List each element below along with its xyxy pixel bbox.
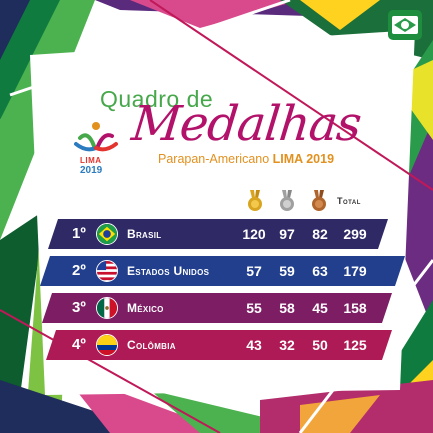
row-rank: 2º — [72, 262, 86, 279]
row-total: 179 — [343, 263, 367, 279]
row-country: Estados Unidos — [127, 264, 210, 278]
bronze-medal-icon — [312, 190, 326, 211]
row-rank: 3º — [72, 299, 86, 316]
row-rank: 4º — [72, 336, 86, 353]
title-line2: Medalhas — [129, 96, 364, 152]
row-gold: 120 — [242, 226, 266, 242]
logo-year-text: 2019 — [80, 165, 103, 176]
row-bronze: 63 — [312, 263, 328, 279]
subtitle: Parapan-Americano LIMA 2019 — [158, 152, 334, 166]
table-row: 2º Estados Unidos 57 59 63 179 — [0, 256, 433, 286]
row-gold: 57 — [246, 263, 262, 279]
row-gold: 55 — [246, 300, 262, 316]
silver-medal-icon — [280, 190, 294, 211]
brazil-badge-icon — [388, 10, 422, 40]
row-country: Brasil — [127, 227, 162, 241]
row-silver: 32 — [279, 337, 295, 353]
row-rank: 1º — [72, 225, 86, 242]
usa-flag-icon — [96, 260, 118, 282]
row-gold: 43 — [246, 337, 262, 353]
subtitle-city: LIMA 2019 — [272, 152, 335, 166]
title-line1: Quadro de — [100, 86, 214, 112]
mexico-flag-icon — [96, 297, 118, 319]
row-bronze: 50 — [312, 337, 328, 353]
row-bar — [46, 330, 392, 360]
row-bar — [40, 256, 405, 286]
table-row: 3º México 55 58 45 158 — [0, 293, 433, 323]
table-row: 1º Brasil 120 97 82 299 — [0, 219, 433, 249]
gold-medal-icon — [248, 190, 262, 211]
row-silver: 58 — [279, 300, 295, 316]
row-bronze: 82 — [312, 226, 328, 242]
lima-2019-logo — [74, 122, 118, 152]
row-country: Colômbia — [127, 338, 176, 352]
row-total: 125 — [343, 337, 367, 353]
row-country: México — [127, 301, 164, 315]
logo-city-text: LIMA — [80, 156, 102, 165]
table-row: 4º Colômbia 43 32 50 125 — [0, 330, 433, 360]
row-total: 158 — [343, 300, 367, 316]
row-bar — [48, 219, 388, 249]
row-total: 299 — [343, 226, 367, 242]
colombia-flag-icon — [96, 334, 118, 356]
row-silver: 59 — [279, 263, 295, 279]
subtitle-event: Parapan-Americano — [158, 152, 270, 166]
total-column-header: Total — [337, 196, 361, 206]
row-silver: 97 — [279, 226, 295, 242]
brazil-flag-icon — [96, 223, 118, 245]
row-bar — [42, 293, 392, 323]
row-bronze: 45 — [312, 300, 328, 316]
